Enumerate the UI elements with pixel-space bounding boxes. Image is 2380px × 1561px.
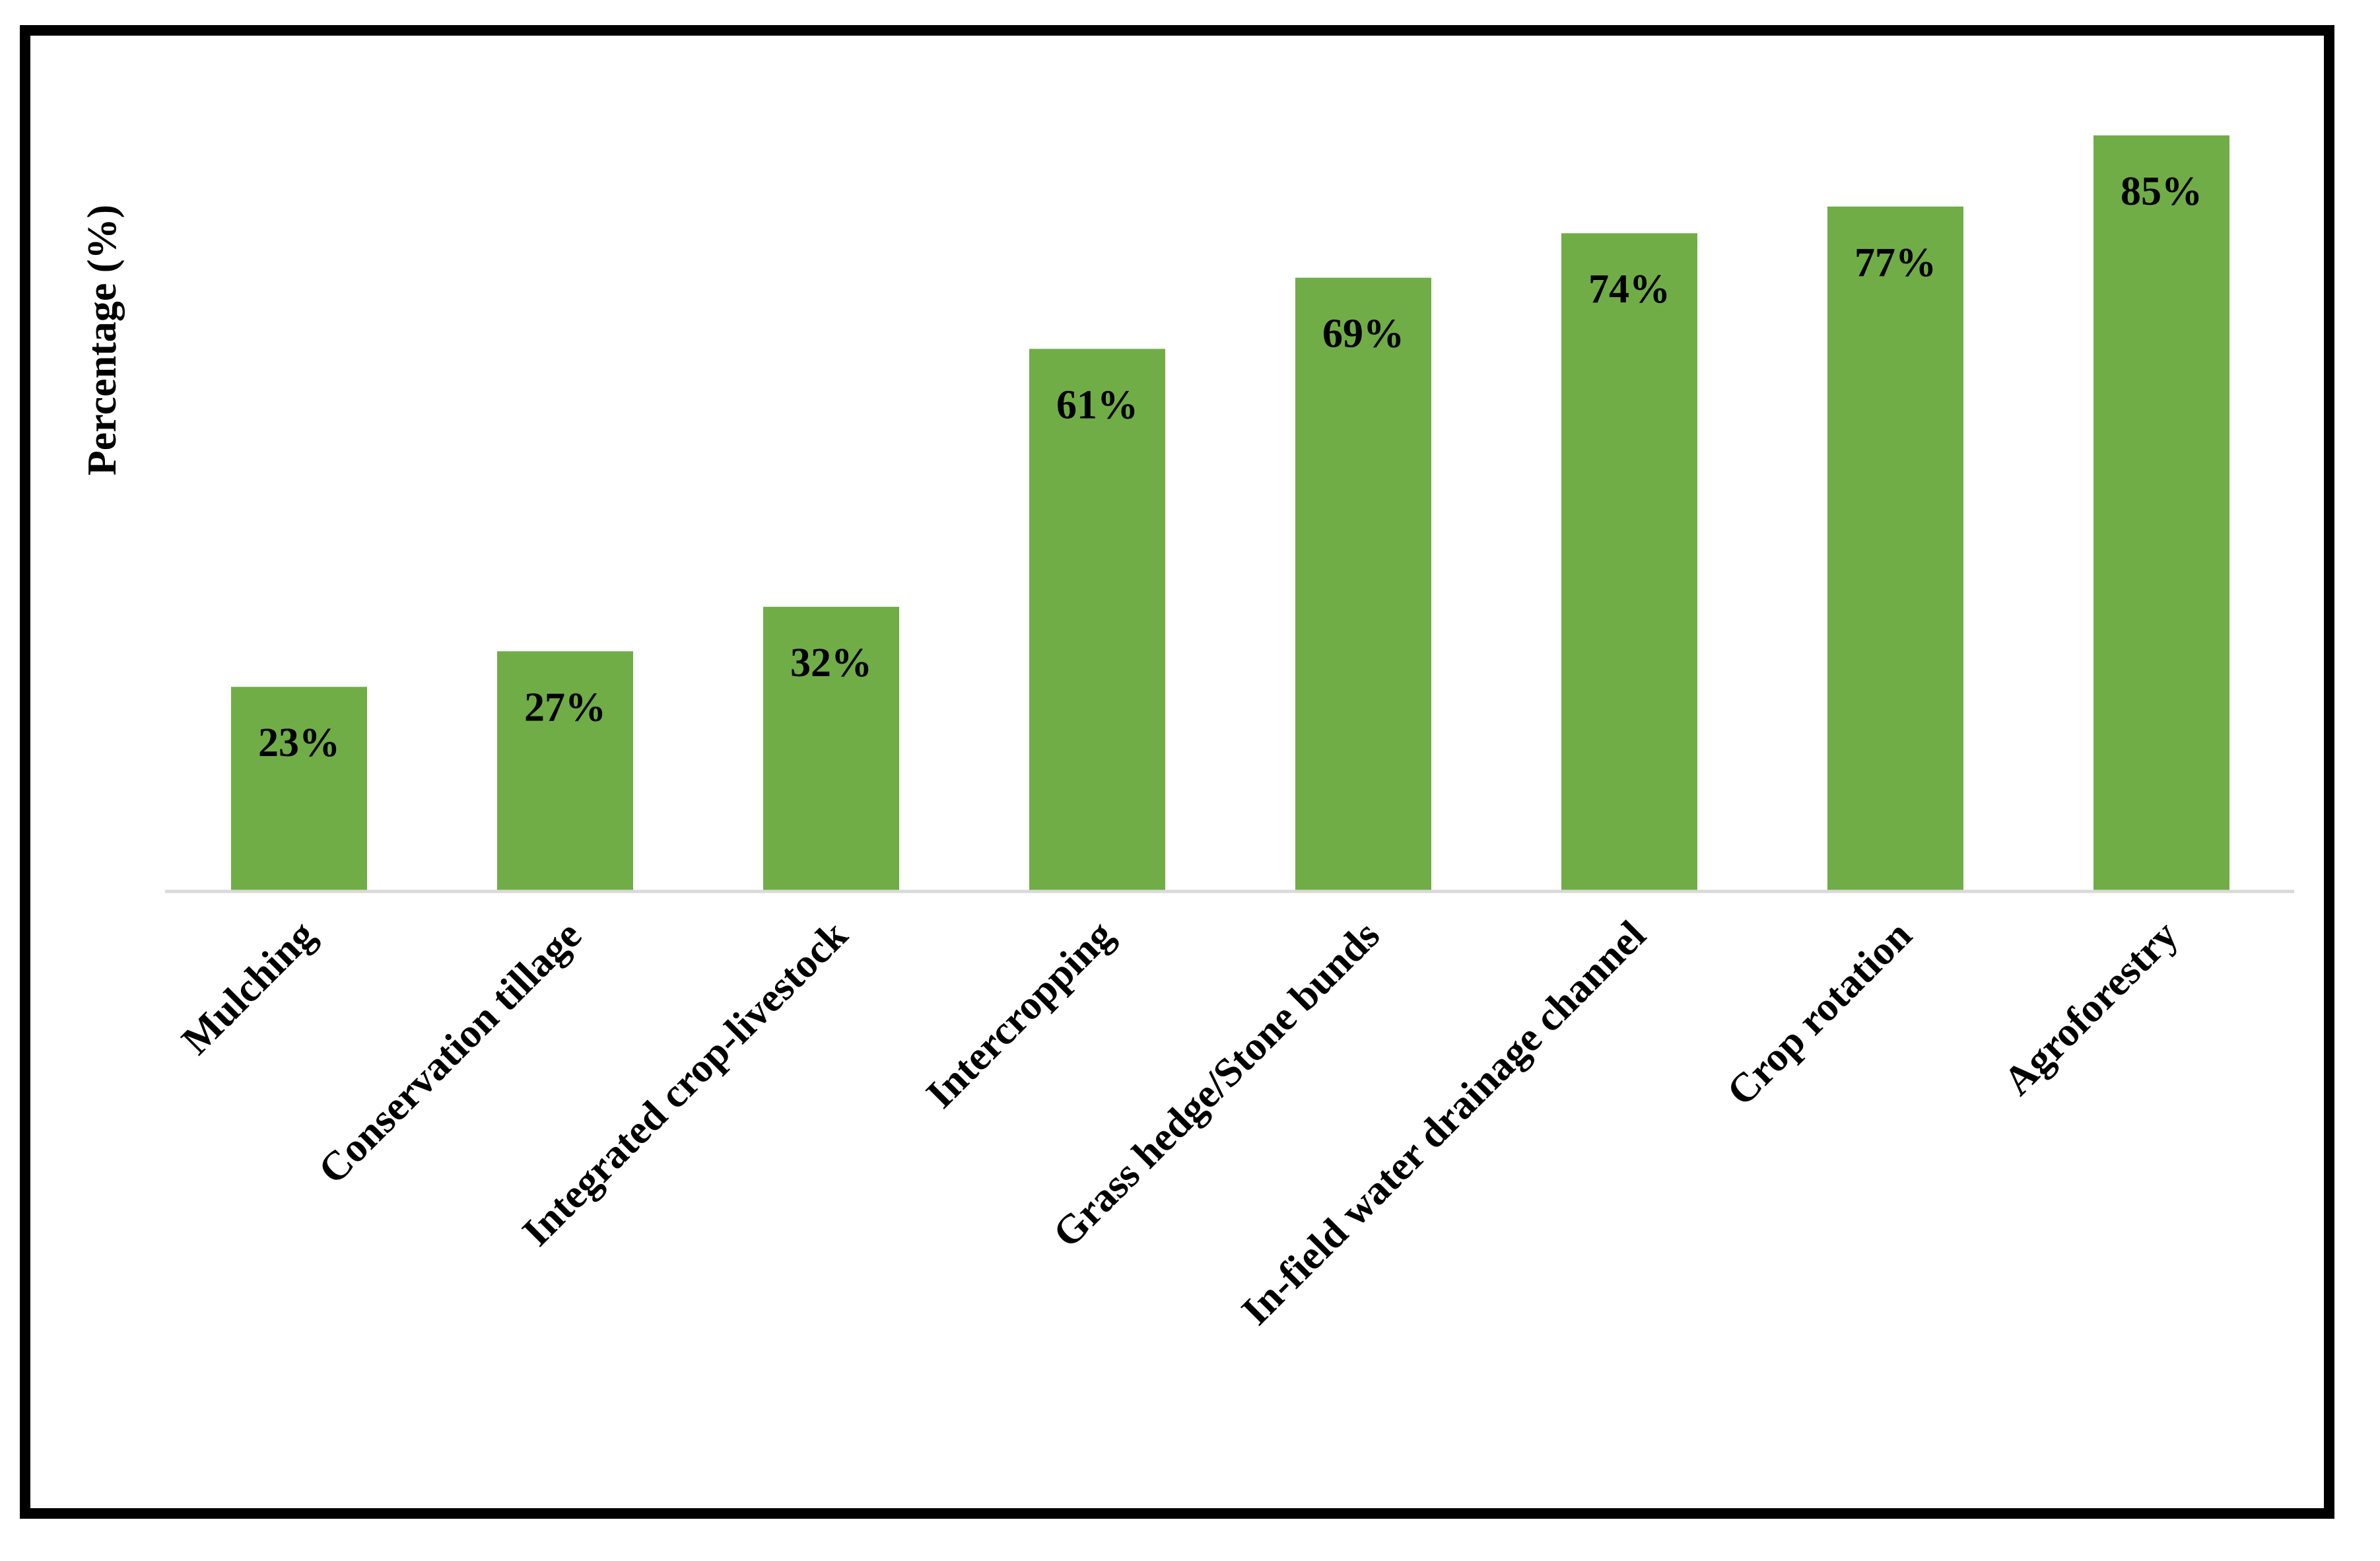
category-label-3: Intercropping [918,913,1122,1117]
bar-4 [1295,277,1431,891]
bar-2 [763,606,899,891]
bar-6 [1827,206,1963,891]
data-label-5: 74% [1588,267,1670,312]
category-label-7: Agroforestry [1995,913,2187,1104]
category-label-1: Conservation tillage [310,913,590,1193]
bar-7 [2093,135,2229,891]
bars-layer [231,135,2229,892]
category-label-6: Crop rotation [1718,913,1921,1115]
y-axis-title: Percentage (%) [80,205,125,475]
bar-0 [231,687,367,891]
data-label-0: 23% [258,720,340,765]
data-label-4: 69% [1322,312,1404,357]
bar-1 [497,651,633,891]
bar-5 [1561,233,1697,892]
category-label-0: Mulching [174,913,324,1063]
data-label-6: 77% [1854,240,1936,285]
data-label-7: 85% [2121,169,2202,214]
bar-3 [1029,349,1165,891]
data-label-1: 27% [524,685,606,730]
data-labels-layer: 23% 27% 32% 61% 69% 74% 77% 85% [258,169,2202,765]
data-label-2: 32% [790,641,872,685]
data-label-3: 61% [1056,382,1138,427]
